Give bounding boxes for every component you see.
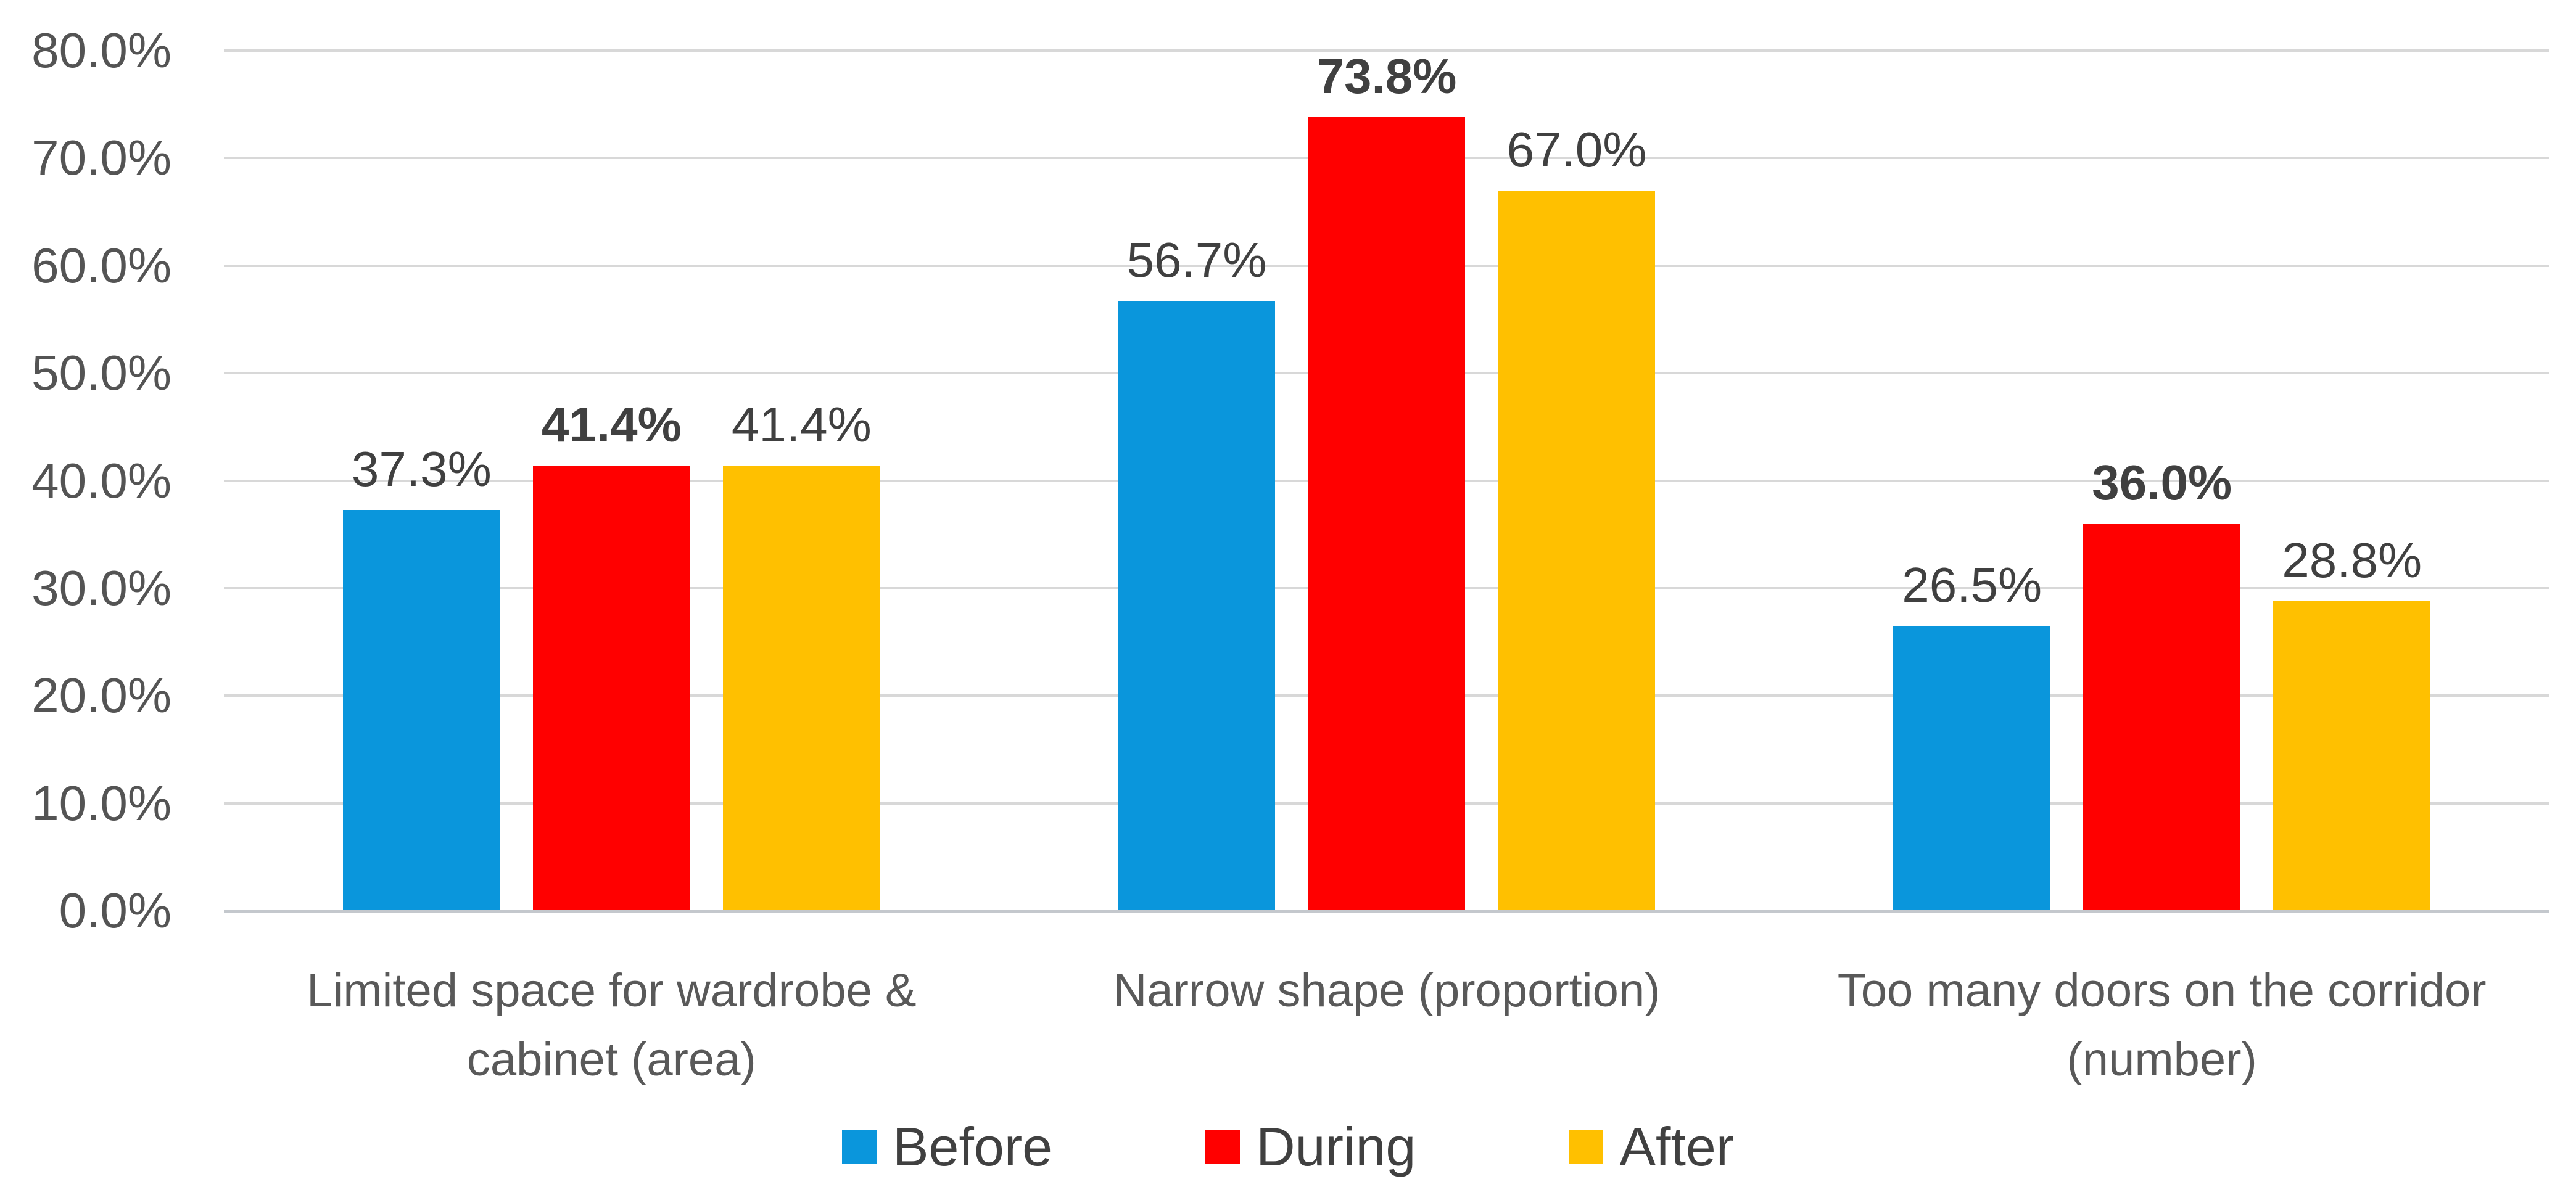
legend-item-during: During: [1205, 1117, 1416, 1177]
data-label: 41.4%: [541, 397, 682, 453]
bar-during: 36.0%: [2083, 458, 2241, 911]
y-axis-label: 70.0%: [31, 130, 171, 186]
category-label-text: Too many doors on the corridor (number): [1837, 964, 2487, 1086]
y-axis-label: 0.0%: [59, 883, 171, 938]
y-axis-label: 60.0%: [31, 237, 171, 293]
data-label: 56.7%: [1126, 232, 1267, 288]
data-label: 36.0%: [2092, 455, 2232, 511]
data-label: 67.0%: [1506, 121, 1647, 177]
x-axis-baseline: [224, 910, 2549, 913]
plot-area: 37.3% 41.4% 41.4% 56.7% 73.8% 67.0% 26.5% 36.0%…: [224, 49, 2549, 913]
bar-after: 28.8%: [2273, 535, 2431, 911]
data-label: 41.4%: [731, 397, 872, 453]
legend-label: During: [1256, 1116, 1416, 1177]
bar-group: 56.7% 73.8% 67.0%: [999, 51, 1775, 911]
bar-after: 41.4%: [722, 400, 880, 911]
legend-swatch-before: [841, 1130, 877, 1164]
legend: Before During After: [0, 1109, 2576, 1185]
category-label: Too many doors on the corridor (number): [1774, 956, 2549, 1094]
gridline: [224, 49, 2549, 52]
y-axis-label: 20.0%: [31, 668, 171, 723]
category-label: Limited space for wardrobe & cabinet (ar…: [224, 956, 999, 1094]
y-axis-label: 30.0%: [31, 560, 171, 615]
bar-group: 26.5% 36.0% 28.8%: [1774, 51, 2549, 911]
category-label: Narrow shape (proportion): [999, 956, 1775, 1025]
legend-item-before: Before: [841, 1116, 1053, 1177]
bar-during: 73.8%: [1308, 52, 1466, 911]
bar-before: 56.7%: [1118, 236, 1276, 911]
data-label: 73.8%: [1316, 49, 1457, 104]
category-label-text: Narrow shape (proportion): [1113, 964, 1661, 1017]
data-label: 28.8%: [2282, 532, 2422, 588]
legend-swatch-during: [1205, 1130, 1241, 1164]
legend-swatch-after: [1569, 1130, 1604, 1164]
data-label: 37.3%: [351, 441, 492, 496]
category-label-text: Limited space for wardrobe & cabinet (ar…: [307, 964, 917, 1086]
bar-before: 37.3%: [342, 444, 500, 911]
bar-during: 41.4%: [532, 400, 690, 911]
legend-label: Before: [892, 1116, 1053, 1177]
y-axis-label: 50.0%: [31, 345, 171, 401]
bar-after: 67.0%: [1498, 125, 1656, 911]
legend-item-after: After: [1569, 1117, 1734, 1177]
y-axis-label: 10.0%: [31, 775, 171, 831]
data-label: 26.5%: [1902, 557, 2042, 612]
y-axis-label: 80.0%: [31, 23, 171, 78]
legend-label: After: [1619, 1116, 1735, 1177]
bar-group: 37.3% 41.4% 41.4%: [224, 51, 999, 911]
y-axis-label: 40.0%: [31, 453, 171, 508]
bar-before: 26.5%: [1893, 560, 2051, 911]
